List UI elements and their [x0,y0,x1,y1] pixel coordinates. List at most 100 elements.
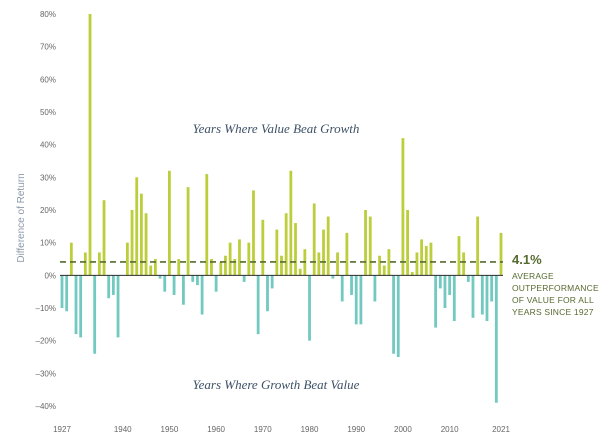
bar-1937 [107,275,111,299]
bar-1976 [289,170,293,276]
bar-1962 [224,255,227,276]
bar-1956 [196,275,199,286]
bar-2002 [410,272,414,276]
x-axis-ticks: 1927 1940 1950 1960 1970 1980 1990 2000 2010 2021 [53,425,510,434]
bar-1965 [238,239,241,276]
bar-1986 [336,252,339,276]
bar-1969 [256,275,260,335]
bar-1991 [359,275,363,325]
x-tick-label: 1940 [114,425,132,434]
bar-1985 [331,275,335,279]
bar-1929 [69,242,73,276]
bar-1934 [93,275,97,354]
value-beat-growth-annotation: Years Where Value Beat Growth [193,121,360,136]
bar-2001 [406,210,409,276]
bar-1939 [116,275,120,338]
x-tick-label: 2000 [394,425,412,434]
bar-1978 [298,268,302,276]
bar-1994 [373,275,377,302]
x-tick-label: 2021 [492,425,510,434]
bar-1955 [191,275,195,282]
bar-1983 [322,229,325,276]
bar-1947 [154,259,157,276]
bar-1984 [326,216,330,276]
bar-2020 [494,275,498,403]
y-axis-ticks: 80% 70% 60% 50% 40% 30% 20% 10% 0% –10% –20% –30% –4… [36,10,56,411]
y-tick-label: –30% [36,369,56,378]
x-tick-label: 2010 [441,425,459,434]
bar-2008 [438,275,442,289]
y-tick-label: 50% [40,108,56,117]
bar-1931 [79,275,83,338]
bar-2010 [448,275,452,295]
bar-2018 [485,275,489,322]
bar-1968 [252,190,255,276]
bar-1964 [233,259,237,276]
bar-1988 [345,232,349,276]
y-tick-label: 10% [40,239,56,248]
x-tick-label: 1980 [301,425,319,434]
bar-1960 [214,275,218,292]
bar-2019 [490,275,494,302]
bar-1952 [177,259,181,276]
bar-2012 [457,236,461,276]
bar-1932 [83,252,87,276]
bar-1974 [280,255,283,276]
bar-2006 [429,242,433,276]
bar-2021 [499,232,503,276]
y-tick-label: 70% [40,43,56,52]
bar-1942 [130,210,134,276]
bar-1936 [102,200,106,276]
bar-1954 [186,187,190,276]
bar-1944 [139,193,143,276]
y-tick-label: –10% [36,304,56,313]
bar-1961 [219,262,223,276]
bar-1973 [275,229,279,276]
x-tick-label: 1950 [161,425,179,434]
x-tick-label: 1960 [207,425,225,434]
bar-1967 [247,242,251,276]
average-note-line: AVERAGE [512,271,554,281]
bar-1995 [378,255,381,276]
bar-1950 [168,170,171,276]
y-tick-label: 0% [44,271,56,280]
bar-1980 [308,275,311,341]
bar-1951 [172,275,176,295]
y-tick-label: 40% [40,141,56,150]
bar-1941 [125,242,129,276]
bar-1975 [284,213,288,276]
bar-1999 [396,275,400,357]
bar-2015 [471,275,475,318]
bar-2017 [480,275,484,315]
bar-1998 [392,275,395,354]
bar-2011 [452,275,456,322]
bar-2007 [434,275,438,328]
bar-1957 [200,275,204,315]
y-tick-label: 30% [40,173,56,182]
bar-1945 [144,213,148,276]
bar-1938 [111,275,115,295]
bar-1997 [387,249,391,276]
bar-1928 [65,275,69,312]
y-tick-label: 60% [40,75,56,84]
bar-2005 [424,245,428,276]
growth-beat-value-annotation: Years Where Growth Beat Value [193,377,360,392]
bar-2003 [415,252,419,276]
bar-1943 [135,177,139,276]
bar-1959 [210,259,213,276]
average-note-line: YEARS SINCE 1927 [512,307,594,317]
average-note-line: OF VALUE FOR ALL [512,295,594,305]
bar-1948 [158,275,162,279]
bar-1927 [60,275,64,308]
y-axis-label: Difference of Return [16,173,27,262]
bar-1966 [242,275,246,282]
y-tick-label: –20% [36,337,56,346]
bar-1933 [88,14,92,276]
y-tick-label: 80% [40,10,56,19]
bar-2004 [420,239,424,276]
x-tick-label: 1970 [254,425,272,434]
bar-1972 [270,275,274,289]
bar-1996 [382,265,386,276]
average-value-label: 4.1% [512,252,542,267]
